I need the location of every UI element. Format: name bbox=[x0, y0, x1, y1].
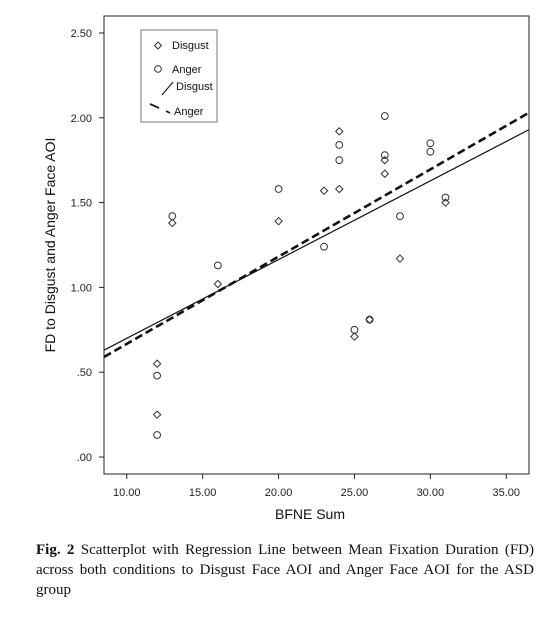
x-tick-label: 20.00 bbox=[265, 487, 293, 499]
scatter-chart: .00 .50 1.00 1.50 2.00 2.50 10.00 15.00 20.00 25… bbox=[0, 0, 560, 530]
x-tick-label: 30.00 bbox=[417, 487, 445, 499]
y-tick-label: .50 bbox=[77, 367, 92, 379]
y-tick-label: 1.00 bbox=[71, 282, 92, 294]
y-tick-label: 2.00 bbox=[71, 113, 92, 125]
x-axis: 10.00 15.00 20.00 25.00 30.00 35.00 bbox=[113, 474, 520, 499]
y-tick-label: 2.50 bbox=[71, 28, 92, 40]
y-axis: .00 .50 1.00 1.50 2.00 2.50 bbox=[71, 28, 104, 464]
legend-label-anger-line: Anger bbox=[174, 106, 204, 118]
x-tick-label: 10.00 bbox=[113, 487, 141, 499]
y-tick-label: 1.50 bbox=[71, 198, 92, 210]
figure-caption-label: Fig. 2 bbox=[36, 542, 74, 558]
x-tick-label: 25.00 bbox=[341, 487, 369, 499]
x-axis-label: BFNE Sum bbox=[275, 506, 345, 522]
figure-caption: Fig. 2 Scatterplot with Regression Line … bbox=[36, 540, 534, 600]
y-axis-label: FD to Disgust and Anger Face AOI bbox=[42, 138, 58, 353]
y-tick-label: .00 bbox=[77, 452, 92, 464]
x-tick-label: 35.00 bbox=[492, 487, 520, 499]
legend-label-disgust-line: Disgust bbox=[176, 81, 213, 93]
legend-label-anger-points: Anger bbox=[172, 64, 202, 76]
legend-label-disgust-points: Disgust bbox=[172, 40, 209, 52]
x-tick-label: 15.00 bbox=[189, 487, 217, 499]
figure-caption-text: Scatterplot with Regression Line between… bbox=[36, 542, 534, 598]
legend: Disgust Anger Disgust Anger bbox=[141, 30, 217, 122]
